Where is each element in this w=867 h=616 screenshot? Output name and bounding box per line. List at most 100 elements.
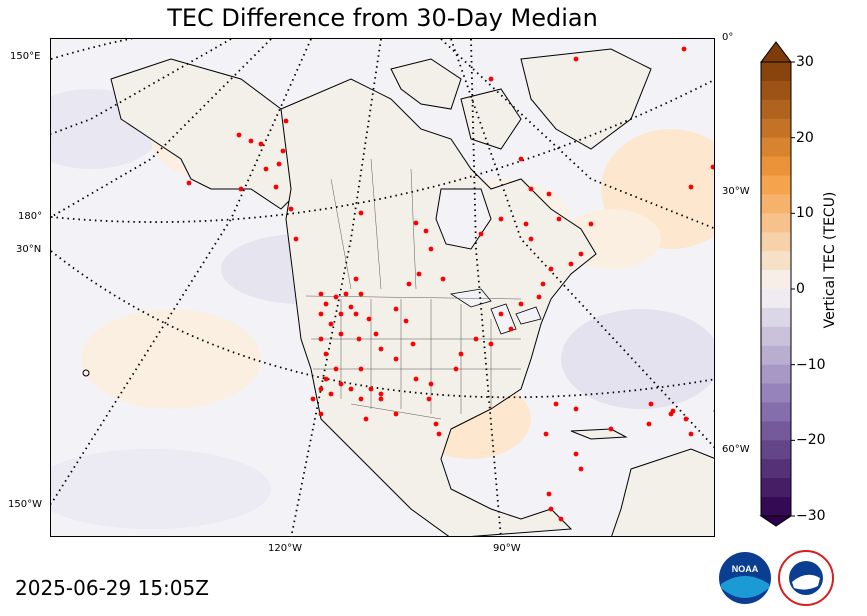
station-marker (323, 301, 329, 307)
colorbar-tick: 30 (796, 54, 814, 70)
colorbar-tick: −30 (796, 508, 826, 524)
station-marker (310, 396, 316, 402)
station-marker (328, 391, 334, 397)
station-marker (423, 228, 429, 234)
colorbar-segment (761, 459, 791, 479)
station-marker (358, 210, 364, 216)
gnss-stations (186, 46, 714, 522)
station-marker (393, 306, 399, 312)
meridian-90w (290, 39, 382, 536)
label-0: 0° (722, 32, 734, 43)
north-america-mainland (280, 78, 597, 536)
station-marker (453, 366, 459, 372)
nws-logo (778, 550, 834, 606)
station-marker (498, 311, 504, 317)
station-marker (353, 276, 359, 282)
station-marker (558, 516, 564, 522)
station-marker (413, 376, 419, 382)
station-marker (573, 56, 579, 62)
parallel-60n (51, 78, 714, 223)
parallel-high (51, 39, 134, 60)
arctic-islands (390, 58, 462, 110)
station-marker (646, 421, 652, 427)
station-marker (578, 251, 584, 257)
colorbar-segment (761, 478, 791, 498)
station-marker (498, 216, 504, 222)
station-marker (318, 411, 324, 417)
colorbar-segment (761, 80, 791, 101)
station-marker (428, 381, 434, 387)
colorbar-tick: 10 (796, 205, 814, 221)
station-marker (238, 186, 244, 192)
station-marker (548, 266, 554, 272)
station-marker (536, 294, 542, 300)
colorbar-extend-high (760, 41, 792, 63)
label-180: 180° (18, 211, 43, 222)
station-marker (378, 346, 384, 352)
greenland (520, 48, 652, 150)
station-marker (413, 220, 419, 226)
colorbar-extend-low (759, 515, 793, 527)
colorbar-segment (761, 118, 791, 139)
station-marker (523, 221, 529, 227)
coastlines (82, 48, 714, 536)
station-marker (293, 236, 299, 242)
station-marker (353, 311, 359, 317)
station-marker (378, 391, 384, 397)
station-marker (546, 191, 552, 197)
label-120w: 120°W (268, 543, 302, 554)
colorbar-gradient (759, 41, 795, 527)
station-marker (358, 366, 364, 372)
station-marker (366, 316, 372, 322)
timestamp: 2025-06-29 15:05Z (15, 576, 209, 600)
station-marker (373, 331, 379, 337)
meridian-30w (450, 39, 714, 449)
colorbar-segment (761, 137, 791, 158)
station-marker (508, 326, 514, 332)
station-marker (540, 281, 546, 287)
colorbar-segment (761, 175, 791, 195)
colorbar-segment (761, 232, 791, 252)
page-title: TEC Difference from 30-Day Median (167, 4, 598, 32)
station-marker (683, 416, 689, 422)
station-marker (578, 466, 584, 472)
station-marker (588, 221, 594, 227)
station-marker (273, 184, 279, 190)
station-marker (263, 166, 269, 172)
hudson-bay (435, 188, 492, 250)
graticule (51, 39, 714, 536)
station-marker (688, 431, 694, 437)
station-marker (518, 156, 524, 162)
colorbar-segment (761, 364, 791, 385)
station-marker (670, 408, 676, 414)
station-marker (648, 401, 654, 407)
colorbar-segment (761, 497, 791, 517)
colorbar: 30 20 10 0 −10 −20 −30 (755, 38, 865, 538)
colorbar-segment (761, 421, 791, 441)
south-america (611, 448, 714, 536)
station-marker (458, 351, 464, 357)
station-marker (343, 291, 349, 297)
station-marker (368, 386, 374, 392)
tec-map[interactable] (51, 39, 715, 537)
station-marker (488, 341, 494, 347)
colorbar-label: Vertical TEC (TECU) (822, 191, 838, 329)
station-marker (713, 409, 714, 413)
station-marker (338, 381, 344, 387)
hawaii (82, 369, 90, 377)
station-marker (258, 141, 264, 147)
station-marker (608, 426, 614, 432)
station-marker (403, 318, 409, 324)
colorbar-tick: 20 (796, 130, 814, 146)
station-marker (573, 451, 579, 457)
station-marker (358, 291, 364, 297)
great-lakes (449, 288, 542, 335)
colorbar-tick: −20 (796, 432, 826, 448)
station-marker (186, 180, 192, 186)
label-150w: 150°W (8, 499, 42, 510)
station-marker (363, 416, 369, 422)
colorbar-segment (761, 307, 791, 328)
station-marker (710, 164, 714, 170)
map-frame[interactable] (50, 38, 715, 537)
colorbar-segment (761, 62, 791, 82)
